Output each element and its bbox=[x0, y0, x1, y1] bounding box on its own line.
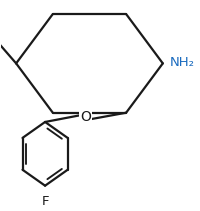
Text: NH₂: NH₂ bbox=[170, 56, 195, 69]
Text: O: O bbox=[80, 110, 91, 124]
Text: F: F bbox=[41, 195, 49, 208]
